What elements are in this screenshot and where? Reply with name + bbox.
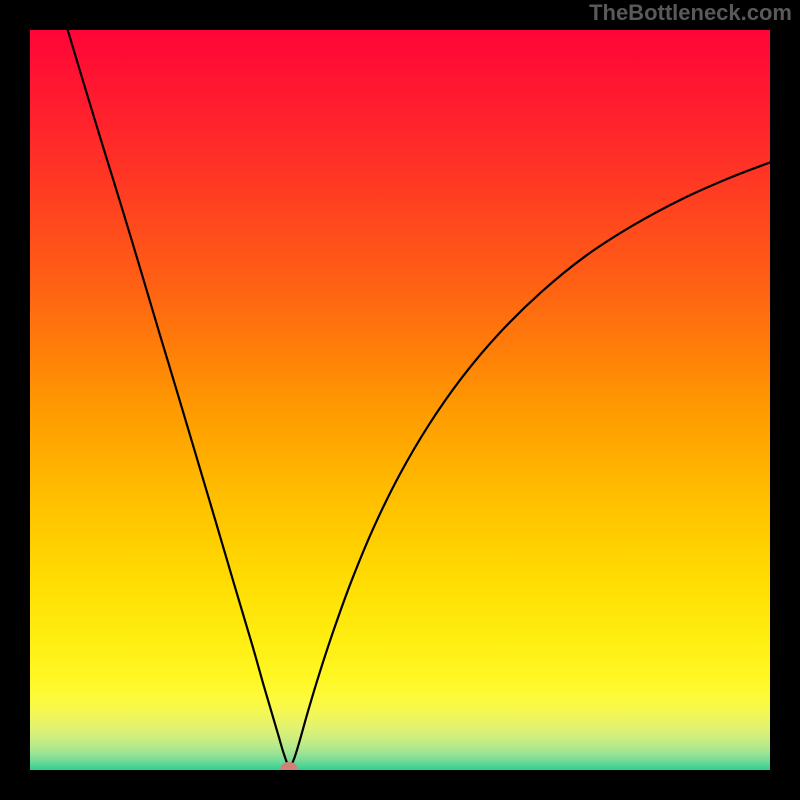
chart-root: TheBottleneck.com (0, 0, 800, 800)
watermark-text: TheBottleneck.com (589, 0, 792, 26)
chart-background-gradient (30, 30, 770, 770)
bottleneck-chart (30, 30, 770, 770)
